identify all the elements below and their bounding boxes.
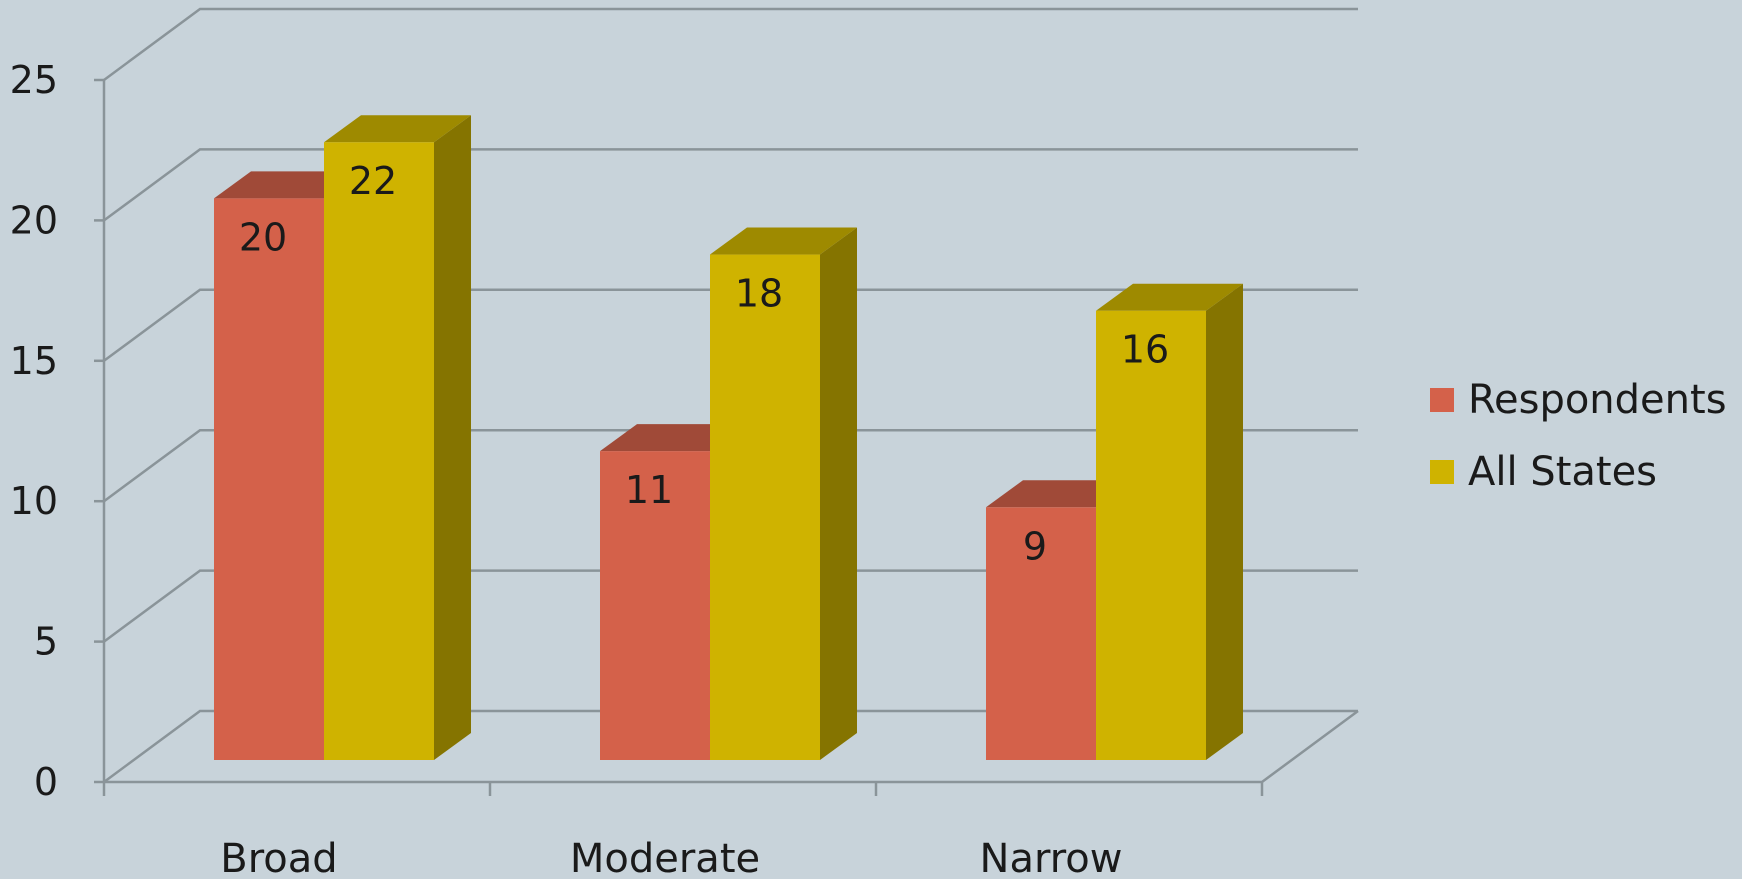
axes [94, 78, 1359, 796]
bar-all-states-narrow [1096, 283, 1243, 760]
legend-swatch [1430, 388, 1454, 412]
y-tick-label: 15 [10, 339, 58, 383]
category-label: Moderate [570, 836, 760, 879]
y-tick-label: 20 [10, 198, 58, 242]
legend-label: Respondents [1468, 377, 1727, 423]
gridline [103, 569, 1358, 643]
gridline [103, 709, 1358, 784]
data-label: 16 [1121, 328, 1169, 372]
y-tick-label: 0 [34, 760, 58, 804]
bar-respondents-broad [214, 171, 361, 760]
category-label: Narrow [980, 836, 1123, 879]
gridline [103, 7, 1358, 82]
gridline [103, 148, 1358, 222]
y-tick-label: 25 [10, 58, 58, 102]
bar-respondents-moderate [600, 424, 747, 760]
gridline [103, 288, 1358, 362]
data-label: 9 [1023, 524, 1047, 568]
legend-item-all-states: All States [1430, 449, 1657, 495]
data-label: 18 [735, 272, 783, 316]
gridline [103, 428, 1358, 503]
y-tick-label: 10 [10, 479, 58, 523]
bars [214, 115, 1243, 761]
legend-item-respondents: Respondents [1430, 377, 1727, 423]
data-label: 11 [625, 468, 673, 512]
bar-all-states-moderate [710, 227, 857, 760]
legend-label: All States [1468, 449, 1657, 495]
data-label: 22 [349, 159, 397, 203]
labels: 0 5 10 15 20 25 20 22 Broad 11 18 Moderate 9 16 Narrow [10, 58, 1170, 879]
y-tick-label: 5 [34, 620, 58, 664]
gridlines [103, 7, 1358, 784]
legend-swatch [1430, 460, 1454, 484]
data-label: 20 [239, 215, 287, 259]
legend: Respondents All States [1430, 377, 1727, 495]
bar-all-states-broad [324, 115, 471, 761]
category-label: Broad [220, 836, 337, 879]
